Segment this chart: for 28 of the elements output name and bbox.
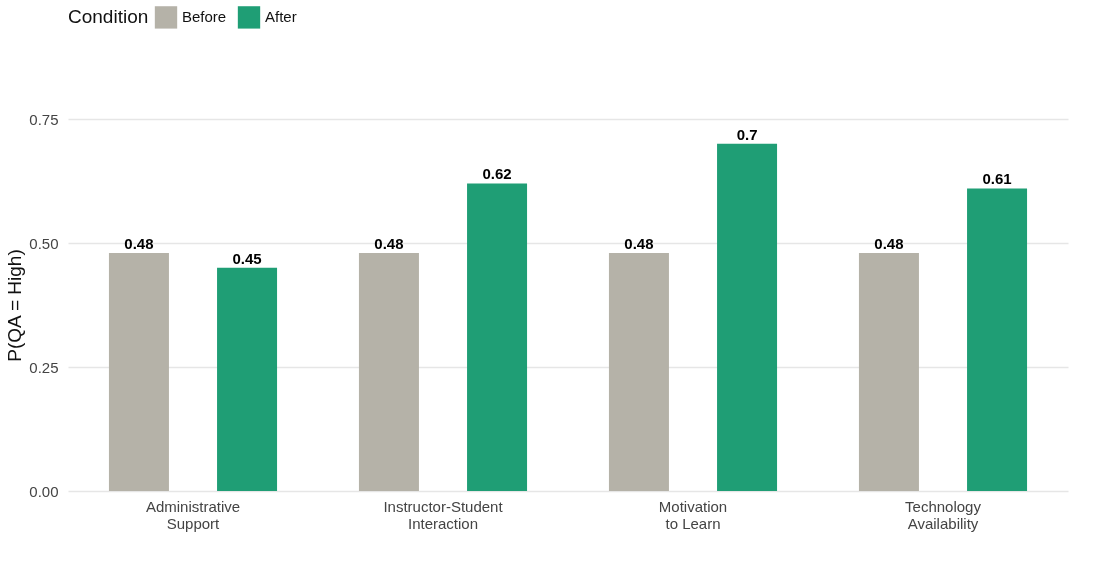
- x-tick-label: Instructor-Student Interaction: [383, 497, 504, 532]
- bar: [358, 252, 419, 491]
- bar: [858, 252, 919, 491]
- bar: [967, 188, 1028, 491]
- legend-label: After: [265, 8, 297, 26]
- y-tick-label: 0.75: [29, 110, 59, 128]
- y-tick-label: 0.00: [29, 482, 59, 500]
- bar: [217, 267, 278, 491]
- legend-title: Condition: [68, 6, 149, 27]
- x-tick-label: Technology Availability: [905, 497, 982, 532]
- data-label: 0.48: [624, 234, 654, 252]
- data-label: 0.48: [124, 234, 154, 252]
- y-tick-label: 0.50: [29, 234, 59, 252]
- x-tick-label: Administrative Support: [145, 497, 241, 532]
- y-axis-title: P(QA = High): [4, 249, 26, 362]
- data-label: 0.7: [736, 125, 758, 143]
- data-label: 0.62: [482, 165, 512, 183]
- data-label: 0.45: [232, 249, 262, 267]
- x-tick-label: Motivation to Learn: [658, 497, 728, 532]
- bar: [717, 143, 778, 491]
- bar: [608, 252, 669, 491]
- data-label: 0.48: [874, 234, 904, 252]
- bar: [467, 183, 528, 491]
- legend-label: Before: [182, 8, 227, 26]
- bar: [108, 252, 169, 491]
- y-tick-label: 0.25: [29, 358, 59, 376]
- data-label: 0.61: [982, 170, 1012, 188]
- data-label: 0.48: [374, 234, 404, 252]
